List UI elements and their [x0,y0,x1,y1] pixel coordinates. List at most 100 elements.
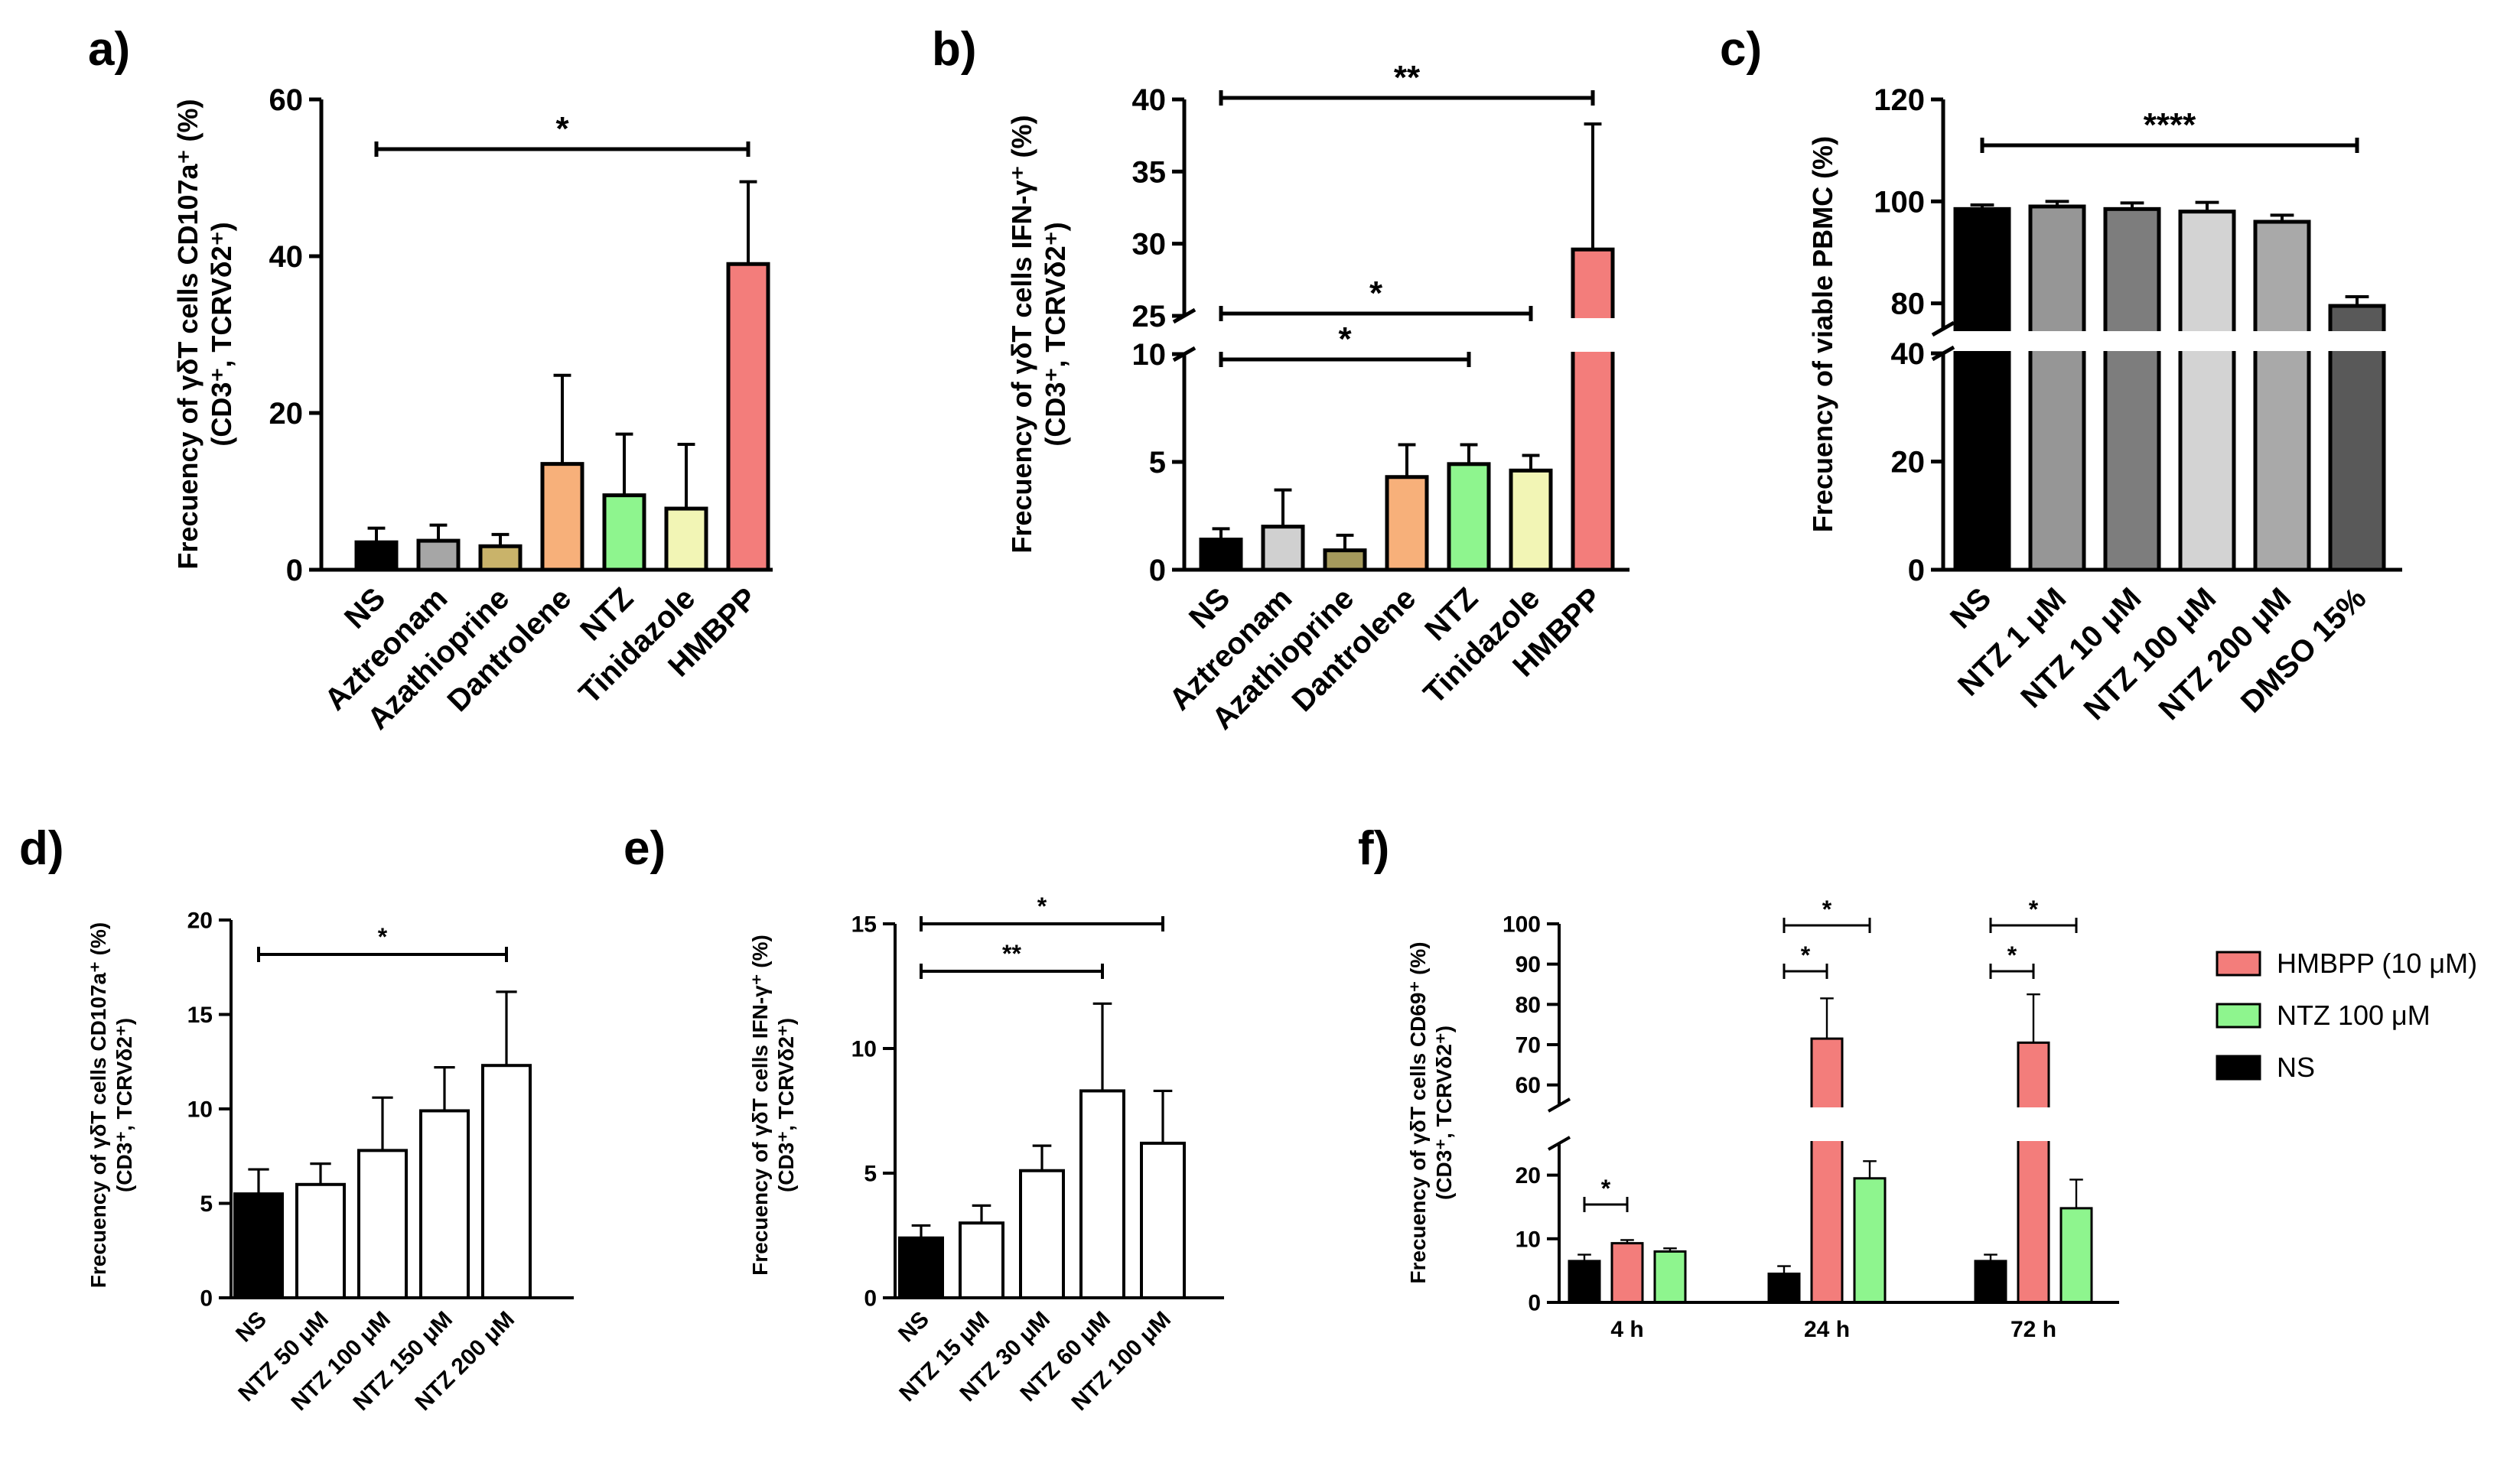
significance-label: * [1369,275,1383,312]
y-tick-label: 0 [1528,1291,1541,1316]
bar-azathioprine [478,544,523,572]
panel-f-chart: f) Frecuency of γδT cells CD69⁺ (%) (CD3⁺,… [1358,822,2477,1342]
x-tick-label: NS [894,1307,934,1348]
y-tick-label: 10 [1516,1227,1541,1252]
bar-tinidazole [664,506,708,572]
x-tick-label: NS [1944,581,1997,635]
significance-label: * [1338,320,1352,358]
bar-ntz-1-m [2028,204,2086,572]
y-tick-label: 25 [1132,300,1167,333]
y-tick-label: 90 [1516,952,1541,977]
bar-ntz-30-m [1019,1169,1065,1299]
y-tick-label: 70 [1516,1033,1541,1058]
bar-tinidazole [1509,468,1553,572]
bar-ntz-100-m [357,1149,408,1299]
legend-label: NS [2277,1052,2315,1083]
y-tick-label: 120 [1874,83,1925,117]
y-tick-label: 5 [200,1192,213,1217]
panel-label: a) [88,23,130,76]
y-axis-label: (CD3⁺, TCRVδ2⁺) [1432,1026,1456,1200]
legend-label: HMBPP (10 μM) [2277,948,2477,979]
y-tick-label: 5 [1149,446,1166,480]
x-tick-label: NS [231,1307,272,1348]
significance-label: * [555,110,569,148]
bar-24-h-ns [1767,1273,1801,1304]
axis-break-gap [1564,1107,2119,1141]
y-tick-label: 0 [864,1286,877,1312]
significance-label: * [2029,896,2039,923]
significance-label: * [1601,1175,1611,1202]
legend-swatch-ntz-100-m [2216,1003,2261,1029]
legend-swatch-hmbpp-10-m [2216,951,2261,977]
y-tick-label: 0 [200,1286,213,1312]
y-tick-label: 100 [1503,912,1541,938]
significance-label: * [2007,941,2017,969]
y-tick-label: 20 [269,397,304,431]
axis-break-mark [1931,320,1955,337]
bar-4-h-ntz-100-m [1653,1250,1687,1304]
axis-break-mark [1548,1136,1571,1151]
bar-ntz-200-m [481,1064,532,1299]
bar-ns [1199,538,1243,572]
significance-label: * [1822,896,1832,923]
y-tick-label: 15 [187,1003,213,1028]
y-axis-label: (CD3⁺, TCRVδ2⁺) [206,222,237,446]
significance-label: **** [2144,106,2196,144]
x-tick-label: 24 h [1804,1317,1850,1342]
bar-72-h-ns [1974,1260,2007,1304]
axis-break-mark [1548,1097,1571,1113]
panel-c-chart: c) Frecuency of viable PBMC (%) 0 20 40 80 100… [1720,23,2402,727]
bar-ntz-60-m [1079,1089,1125,1300]
bar-ntz-150-m [419,1109,470,1299]
bar-azathioprine [1323,548,1367,572]
y-axis-label: Frecuency of γδT cells CD69⁺ (%) [1406,941,1430,1283]
y-tick-label: 60 [269,83,304,117]
y-tick-label: 20 [1516,1163,1541,1188]
legend-swatch-ns [2216,1055,2261,1081]
axis-break-gap [1948,331,2402,351]
panel-b-chart: b) Frecuency of γδT cells IFN-γ⁺ (%) (CD3⁺… [932,23,1630,736]
y-tick-label: 60 [1516,1073,1541,1098]
y-tick-label: 100 [1874,185,1925,219]
significance-label: * [1801,941,1811,969]
significance-label: ** [1002,940,1021,967]
bar-4-h-hmbpp-10-m [1610,1242,1644,1304]
y-tick-label: 10 [187,1097,213,1123]
y-axis-label: Frecuency of γδT cells IFN-γ⁺ (%) [748,935,772,1276]
y-tick-label: 10 [851,1037,877,1062]
bar-ns [233,1192,284,1300]
panel-a-chart: a) Frecuency of γδT cells CD107a⁺ (%) (CD3… [88,23,773,736]
panel-d-chart: d) Frecuency of γδT cells CD107a⁺ (%) (CD3… [19,822,574,1416]
bar-ntz-15-m [959,1221,1004,1299]
x-tick-label: 72 h [2010,1317,2056,1342]
bar-ntz [1447,462,1491,572]
bar-aztreonam [1261,525,1305,572]
y-tick-label: 20 [187,909,213,934]
y-axis-label: (CD3⁺, TCRVδ2⁺) [112,1018,136,1192]
panel-e-chart: e) Frecuency of γδT cells IFN-γ⁺ (%) (CD3⁺… [623,822,1224,1416]
bar-ns [354,540,399,572]
bar-ntz-200-m [2253,219,2311,572]
bar-72-h-ntz-100-m [2059,1207,2093,1304]
bar-ntz-10-m [2103,206,2161,572]
y-tick-label: 40 [1132,83,1167,117]
y-tick-label: 20 [1891,446,1926,480]
bar-4-h-ns [1568,1260,1601,1304]
bar-hmbpp [1571,247,1615,572]
y-tick-label: 5 [864,1162,877,1187]
y-tick-label: 30 [1132,228,1167,262]
bar-ns [1953,206,2011,572]
bar-dantrolene [1385,475,1429,572]
y-tick-label: 80 [1891,288,1926,321]
axis-break-gap [1189,318,1630,352]
bar-24-h-hmbpp-10-m [1810,1037,1844,1304]
bar-24-h-ntz-100-m [1853,1177,1887,1304]
y-tick-label: 0 [286,554,303,587]
panel-label: f) [1358,822,1389,875]
bar-ntz-50-m [295,1182,346,1300]
bar-ntz [602,493,646,572]
bar-ntz-100-m [1140,1141,1186,1299]
bar-aztreonam [416,538,461,572]
panel-label: b) [932,23,977,76]
